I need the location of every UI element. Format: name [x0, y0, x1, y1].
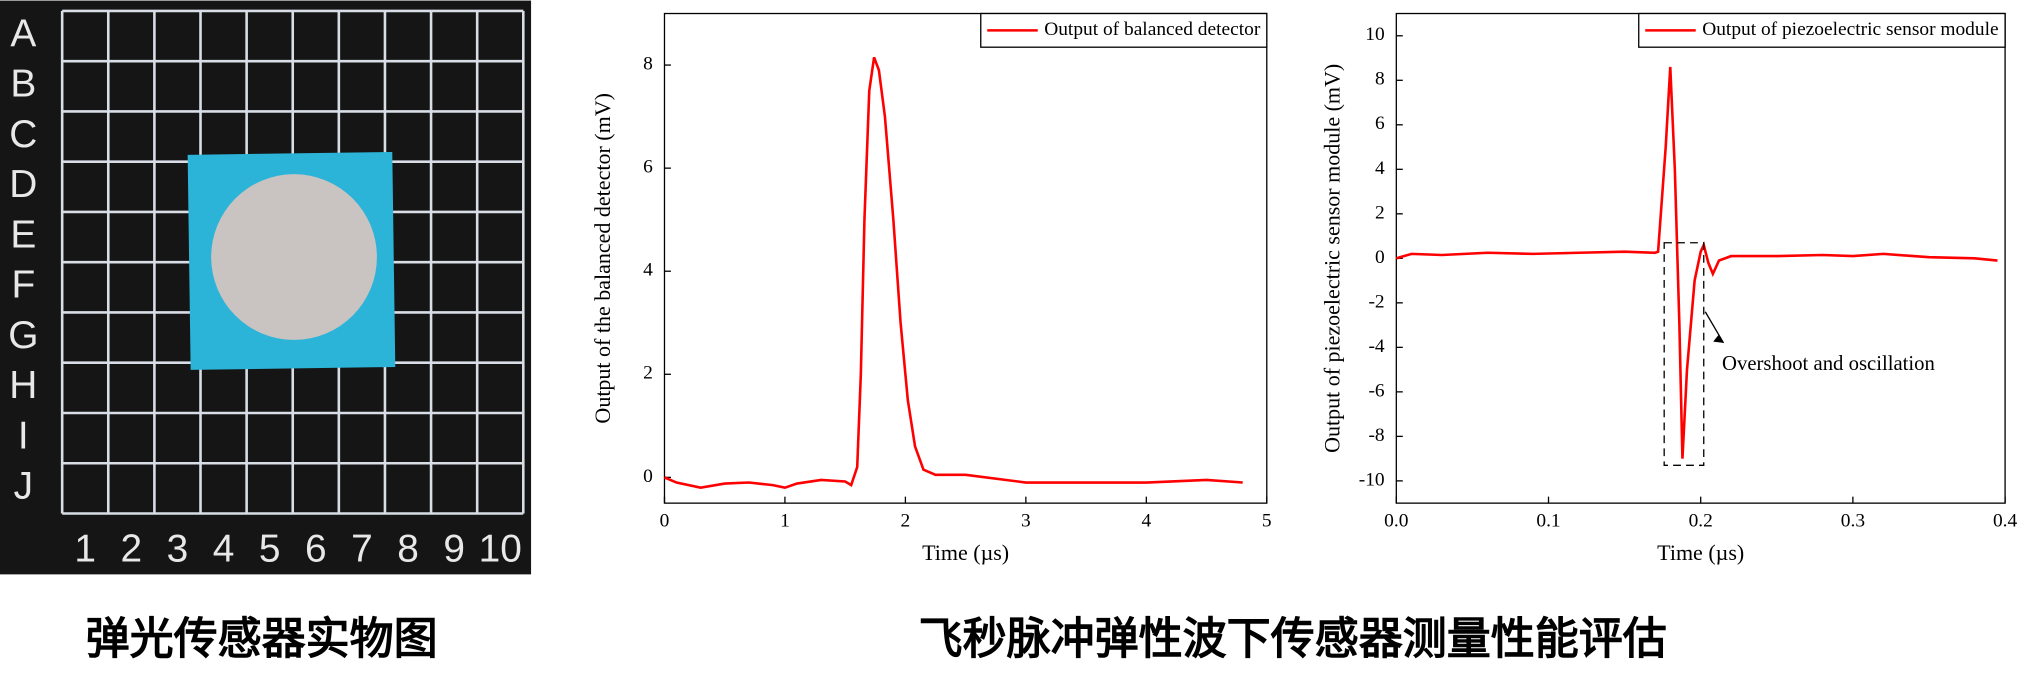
- data-line: [663, 56, 1243, 490]
- legend-box: [1638, 12, 2006, 48]
- x-tick-label: 0.3: [1841, 510, 1865, 531]
- y-tick-label: 4: [1375, 158, 1385, 179]
- x-tick-label: 0.0: [1384, 510, 1408, 531]
- y-tick-label: 6: [1375, 113, 1385, 134]
- legend-label: Output of balanced detector: [1044, 19, 1261, 40]
- y-tick-label: 0: [1375, 247, 1385, 268]
- col-label: 8: [397, 527, 419, 570]
- sensor-disc: [211, 174, 377, 340]
- col-label: 10: [479, 527, 522, 570]
- y-tick-label: 2: [643, 363, 653, 384]
- x-tick-label: 0: [660, 510, 670, 531]
- row-label: B: [10, 63, 36, 106]
- x-tick-label: 0.2: [1689, 510, 1713, 531]
- figure-caption: 飞秒脉冲弹性波下传感器测量性能评估: [919, 614, 1667, 665]
- x-tick-label: 4: [1141, 510, 1151, 531]
- photo: [0, 0, 532, 575]
- x-tick-label: 1: [780, 510, 790, 531]
- col-label: 5: [259, 527, 281, 570]
- col-label: 7: [351, 527, 373, 570]
- row-label: G: [8, 314, 38, 357]
- data-line: [1395, 66, 1998, 459]
- col-label: 9: [443, 527, 465, 570]
- plot-frame: [663, 12, 1268, 504]
- row-label: A: [10, 12, 36, 55]
- y-tick-label: -8: [1368, 425, 1384, 446]
- row-label: J: [14, 465, 33, 508]
- legend-label: Output of piezoelectric sensor module: [1702, 19, 1998, 40]
- x-tick-label: 3: [1021, 510, 1031, 531]
- annotation-arrowhead: [1713, 335, 1724, 343]
- col-label: 1: [74, 527, 96, 570]
- photo-caption: 弹光传感器实物图: [86, 614, 438, 665]
- y-tick-label: -2: [1368, 291, 1384, 312]
- y-tick-label: 0: [643, 466, 653, 487]
- x-tick-label: 2: [901, 510, 911, 531]
- y-tick-label: 8: [643, 54, 653, 75]
- row-label: C: [9, 113, 37, 156]
- x-axis-label: Time (µs): [922, 540, 1009, 565]
- y-tick-label: 10: [1365, 24, 1384, 45]
- row-label: H: [9, 364, 37, 407]
- x-axis-label: Time (µs): [1657, 540, 1744, 565]
- y-tick-label: -4: [1368, 336, 1384, 357]
- y-tick-label: -6: [1368, 380, 1384, 401]
- row-label: F: [11, 264, 35, 307]
- col-label: 6: [305, 527, 327, 570]
- y-tick-label: 8: [1375, 69, 1385, 90]
- col-label: 4: [213, 527, 235, 570]
- y-tick-label: -10: [1359, 469, 1385, 490]
- y-tick-label: 4: [643, 260, 653, 281]
- col-label: 2: [121, 527, 143, 570]
- annotation-arrow: [1704, 311, 1725, 344]
- col-label: 3: [167, 527, 189, 570]
- y-axis-label: Output of piezoelectric sensor module (m…: [1319, 64, 1344, 453]
- y-tick-label: 2: [1375, 202, 1385, 223]
- plot-frame: [1395, 12, 2006, 504]
- row-label: E: [10, 213, 36, 256]
- annotation: Overshoot and oscillation: [1722, 353, 1936, 375]
- row-label: I: [18, 414, 29, 457]
- x-tick-label: 5: [1262, 510, 1272, 531]
- x-tick-label: 0.1: [1536, 510, 1560, 531]
- x-tick-label: 0.4: [1993, 510, 2018, 531]
- y-axis-label: Output of the balanced detector (mV): [590, 93, 615, 423]
- y-tick-label: 6: [643, 157, 653, 178]
- annotation-box: [1663, 242, 1705, 466]
- row-label: D: [9, 163, 37, 206]
